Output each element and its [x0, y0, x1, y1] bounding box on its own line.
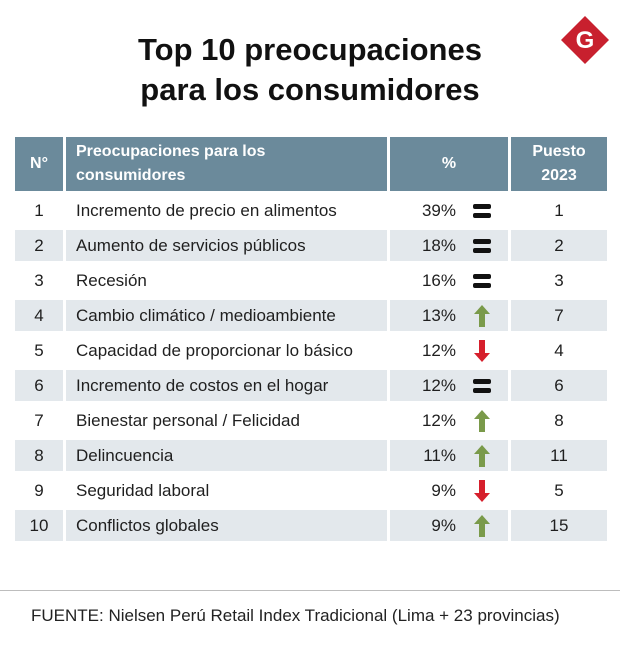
row-concern: Capacidad de proporcionar lo básico: [76, 340, 353, 360]
row-percent-cell: 9%: [390, 475, 508, 506]
row-percent-cell: 16%: [390, 265, 508, 296]
equal-icon: [473, 378, 491, 393]
table-row: 2 Aumento de servicios públicos 18% 2: [15, 230, 607, 261]
row-number: 5: [34, 340, 44, 360]
table-body: 1 Incremento de precio en alimentos 39% 1 2 A…: [15, 195, 607, 541]
table-row: 10 Conflictos globales 9% 15: [15, 510, 607, 541]
row-rank-2023: 1: [554, 200, 564, 220]
arrow-down-icon: [474, 479, 490, 502]
table-row: 3 Recesión 16% 3: [15, 265, 607, 296]
row-rank-2023: 11: [511, 440, 607, 471]
row-percent: 11%: [423, 445, 456, 465]
equal-icon: [473, 273, 491, 288]
row-number: 2: [15, 230, 63, 261]
row-concern: Bienestar personal / Felicidad: [76, 410, 300, 430]
logo-letter: G: [576, 27, 595, 54]
row-rank-2023: 5: [554, 480, 564, 500]
row-percent-cell: 12%: [390, 405, 508, 436]
title-line-2: para los consumidores: [140, 72, 480, 107]
row-percent: 12%: [421, 375, 456, 395]
row-number: 3: [34, 270, 44, 290]
footer-divider: [0, 590, 620, 591]
table-row: 9 Seguridad laboral 9% 5: [15, 475, 607, 506]
arrow-up-icon: [474, 514, 490, 537]
row-percent: 12%: [421, 340, 456, 360]
header-percent: %: [390, 137, 508, 191]
row-rank-2023: 2: [511, 230, 607, 261]
row-percent-cell: 18%: [390, 230, 508, 261]
row-number: 6: [15, 370, 63, 401]
row-percent-cell: 11%: [390, 440, 508, 471]
arrow-up-icon: [474, 304, 490, 327]
row-rank-2023: 4: [554, 340, 564, 360]
title-line-1: Top 10 preocupaciones: [138, 32, 482, 67]
table-row: 4 Cambio climático / medioambiente 13% 7: [15, 300, 607, 331]
header-concern-line-1: Preocupaciones para los: [76, 143, 266, 160]
row-rank-2023: 3: [554, 270, 564, 290]
table-row: 7 Bienestar personal / Felicidad 12% 8: [15, 405, 607, 436]
row-percent-cell: 12%: [390, 335, 508, 366]
row-number: 8: [15, 440, 63, 471]
row-percent-cell: 12%: [390, 370, 508, 401]
row-percent: 9%: [431, 480, 456, 500]
brand-logo: G: [561, 16, 609, 64]
arrow-up-icon: [474, 409, 490, 432]
row-percent: 9%: [431, 515, 456, 535]
header-rank-2023: Puesto 2023: [511, 137, 607, 191]
row-concern: Incremento de costos en el hogar: [66, 370, 387, 401]
row-number: 10: [15, 510, 63, 541]
table-row: 8 Delincuencia 11% 11: [15, 440, 607, 471]
row-number: 9: [34, 480, 44, 500]
row-concern: Recesión: [76, 270, 147, 290]
row-concern: Delincuencia: [66, 440, 387, 471]
header-concern: Preocupaciones para los consumidores: [66, 137, 387, 191]
row-concern: Seguridad laboral: [76, 480, 210, 500]
row-percent: 12%: [421, 410, 456, 430]
row-percent: 18%: [421, 235, 456, 255]
row-rank-2023: 6: [511, 370, 607, 401]
row-rank-2023: 8: [554, 410, 564, 430]
header-rank-line-2: 2023: [541, 167, 577, 184]
source-note: FUENTE: Nielsen Perú Retail Index Tradic…: [31, 606, 560, 625]
row-rank-2023: 15: [511, 510, 607, 541]
row-number: 1: [34, 200, 44, 220]
row-percent-cell: 13%: [390, 300, 508, 331]
row-percent: 13%: [421, 305, 456, 325]
row-concern: Cambio climático / medioambiente: [66, 300, 387, 331]
row-percent: 39%: [421, 200, 456, 220]
page-title: Top 10 preocupaciones para los consumido…: [0, 30, 620, 110]
arrow-down-icon: [474, 339, 490, 362]
row-rank-2023: 7: [511, 300, 607, 331]
header-number: N°: [15, 137, 63, 191]
concerns-table: N° Preocupaciones para los consumidores …: [12, 133, 610, 545]
equal-icon: [473, 238, 491, 253]
row-concern: Conflictos globales: [66, 510, 387, 541]
arrow-up-icon: [474, 444, 490, 467]
row-percent: 16%: [421, 270, 456, 290]
table-row: 5 Capacidad de proporcionar lo básico 12% 4: [15, 335, 607, 366]
table-row: 6 Incremento de costos en el hogar 12% 6: [15, 370, 607, 401]
table-header-row: N° Preocupaciones para los consumidores …: [15, 137, 607, 191]
row-percent-cell: 9%: [390, 510, 508, 541]
equal-icon: [473, 203, 491, 218]
row-concern: Aumento de servicios públicos: [66, 230, 387, 261]
row-number: 4: [15, 300, 63, 331]
logo-diamond: [561, 16, 609, 64]
header-concern-line-2: consumidores: [76, 167, 186, 184]
header-rank-line-1: Puesto: [532, 143, 586, 160]
row-percent-cell: 39%: [390, 195, 508, 226]
row-number: 7: [34, 410, 44, 430]
row-concern: Incremento de precio en alimentos: [76, 200, 337, 220]
table-row: 1 Incremento de precio en alimentos 39% 1: [15, 195, 607, 226]
